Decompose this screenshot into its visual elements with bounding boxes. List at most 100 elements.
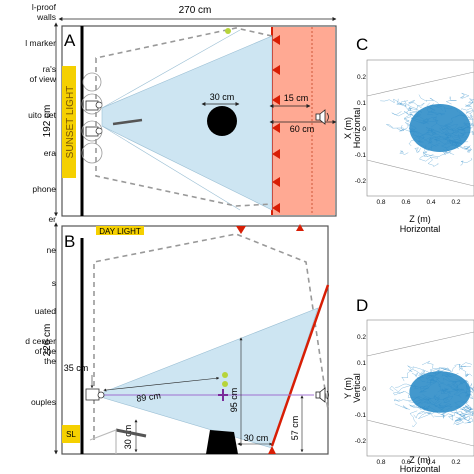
legend-item: ouples <box>31 397 56 407</box>
legend-item: uito net <box>28 110 56 120</box>
fov-boundary <box>366 331 474 357</box>
fov-boundary <box>366 159 474 187</box>
dimension-57-label: 57 cm <box>290 416 300 441</box>
dimension-89-label: 89 cm <box>136 390 162 403</box>
dimension-30-vertical-label: 30 cm <box>123 425 133 450</box>
y-tick-label: -0.2 <box>355 438 367 445</box>
legend: l-proof walls l marker ra's of view uito net e… <box>0 0 58 474</box>
target-block <box>206 430 238 454</box>
legend-item-line: s <box>51 278 56 288</box>
legend-item-line: uito net <box>28 110 56 120</box>
dimension-15-label: 15 cm <box>284 93 309 103</box>
legend-item-line: ne <box>46 245 56 255</box>
y-axis-sublabel-c: Horizontal <box>352 108 362 149</box>
x-tick-label: 0.2 <box>451 459 460 466</box>
x-axis-sublabel-c: Horizontal <box>400 224 441 234</box>
legend-item-line: of view <box>29 74 56 84</box>
mosquito-net-area <box>272 27 335 215</box>
target-size-label: 30 cm <box>210 92 235 102</box>
legend-item-line: of the <box>34 346 56 356</box>
y-axis-sublabel-d: Vertical <box>352 373 362 403</box>
legend-item-line: er <box>48 214 56 224</box>
panel-c: C X (m) Horizontal 0.2 0.1 0 -0.1 -0.2 0.8 0.… <box>343 35 474 234</box>
attractant-marker <box>296 224 304 231</box>
trajectory-cloud-c <box>380 92 474 167</box>
legend-item-line: d center <box>25 336 56 346</box>
y-tick-label: -0.1 <box>355 412 367 419</box>
y-tick-label: 0.1 <box>357 100 366 107</box>
y-axis-label-c: X (m) <box>343 117 353 139</box>
x-axis-sublabel-d: Horizontal <box>400 464 441 474</box>
legend-item-line: l marker <box>25 38 56 48</box>
y-tick-label: -0.2 <box>355 178 367 185</box>
microphone-stand <box>89 429 117 454</box>
legend-item: uated <box>35 306 56 316</box>
legend-item: l-proof walls <box>32 2 56 22</box>
legend-item: ra's of view <box>30 64 56 84</box>
fov-boundary <box>366 419 474 447</box>
trajectory-cloud-d <box>389 360 474 428</box>
y-tick-label: 0 <box>362 126 366 133</box>
legend-item: phone <box>32 184 56 194</box>
dimension-89 <box>103 376 220 392</box>
camera-height-label: 35 cm <box>64 363 89 373</box>
fov-boundary <box>366 71 474 97</box>
panel-letter-d: D <box>356 296 368 315</box>
attractant-markers-a <box>272 35 280 213</box>
fov-line <box>101 29 241 109</box>
x-tick-label: 0.4 <box>426 459 435 466</box>
y-tick-label: 0.1 <box>357 360 366 367</box>
camera-icon <box>81 120 103 142</box>
legend-item: ne <box>47 245 56 255</box>
microphone-icon <box>112 118 143 126</box>
camera-icon <box>85 388 105 401</box>
attractant-marker <box>236 226 246 234</box>
microphone-icon <box>115 428 147 438</box>
target-disc <box>207 106 237 136</box>
net-line-b <box>270 284 330 447</box>
x-tick-label: 0.8 <box>376 459 385 466</box>
speaker-icon <box>315 109 329 125</box>
camera-view-dashed-b <box>93 233 329 440</box>
dimension-60-label: 60 cm <box>290 124 315 134</box>
y-tick-label: -0.1 <box>355 152 367 159</box>
speaker-icon <box>315 387 329 403</box>
legend-item: er <box>48 214 56 224</box>
legend-item: d center of the the <box>25 336 56 366</box>
panel-b: DAY LIGHT B 226 cm 89 cm 95 cm <box>42 222 330 455</box>
camera-icon <box>81 93 103 115</box>
panel-letter-c: C <box>356 35 368 54</box>
sunset-light-label: SUNSET LIGHT <box>65 86 76 159</box>
panel-letter-b: B <box>64 232 75 251</box>
legend-item-line: the <box>44 356 56 366</box>
camera-field-of-view-a <box>101 35 273 211</box>
panel-letter-a: A <box>64 31 76 50</box>
dimension-95-label: 95 cm <box>229 388 239 413</box>
legend-item-line: walls <box>37 12 56 22</box>
fov-line <box>101 125 241 211</box>
enclosure-b <box>61 225 329 455</box>
panel-d: D Y (m) Vertical 0.2 0.1 0 -0.1 -0.2 0.8 0.6 0… <box>343 296 474 474</box>
legend-item: s <box>52 278 56 288</box>
day-light-bar <box>96 226 144 235</box>
legend-item-line: era <box>43 148 56 158</box>
sl-label: SL <box>66 430 76 439</box>
x-tick-label: 0.2 <box>451 199 460 206</box>
legend-item-line: phone <box>32 184 56 194</box>
y-tick-label: 0.2 <box>357 74 366 81</box>
x-tick-label: 0.6 <box>401 199 410 206</box>
camera-view-dashed <box>95 27 273 207</box>
legend-item-line: uated <box>34 306 56 316</box>
y-tick-label: 0.2 <box>357 334 366 341</box>
legend-item: l marker <box>25 38 56 48</box>
height-dimension-label-a: 192 cm <box>42 105 53 138</box>
marker-dot <box>225 28 231 34</box>
day-light-label: DAY LIGHT <box>99 227 141 236</box>
camera-ring <box>82 72 102 92</box>
x-tick-label: 0.6 <box>401 459 410 466</box>
legend-item-line: l-proof <box>31 2 56 12</box>
marker-dot <box>222 381 228 387</box>
y-axis-label-d: Y (m) <box>343 377 353 399</box>
panel-a: 270 cm 192 cm SUNSET LIGHT <box>42 5 337 217</box>
